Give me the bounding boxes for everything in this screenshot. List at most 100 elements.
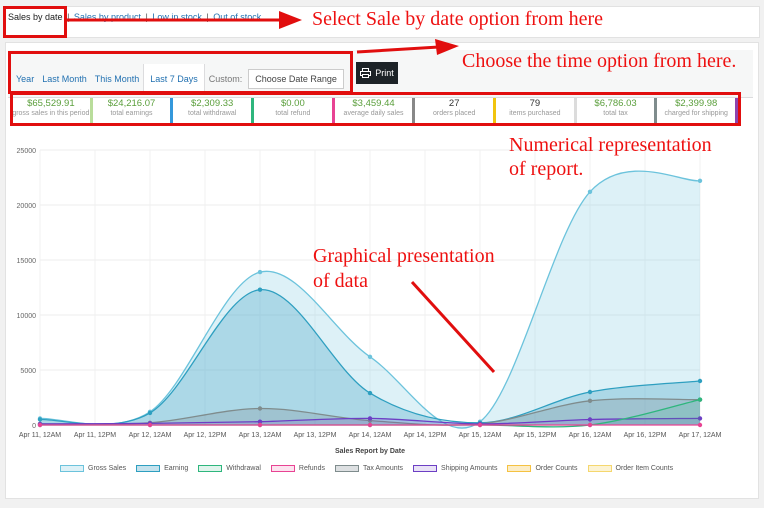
stat-value: $2,309.33 xyxy=(191,98,234,109)
stat-label: gross sales in this period xyxy=(12,110,90,117)
legend-swatch xyxy=(270,465,295,472)
legend-label: Shipping Amounts xyxy=(441,465,498,472)
legend-swatch xyxy=(413,465,438,472)
series-point xyxy=(697,416,703,421)
stat-items: 79 items purchased xyxy=(496,98,577,126)
stat-label: total refund xyxy=(275,110,311,117)
stat-label: average daily sales xyxy=(343,110,404,117)
series-point xyxy=(697,422,703,428)
series-point xyxy=(367,390,373,396)
x-tick-label: Apr 13, 12PM xyxy=(294,432,337,439)
range-tabs: Year Last Month This Month Last 7 Days C… xyxy=(12,64,344,94)
legend-swatch xyxy=(60,465,84,472)
series-point xyxy=(587,417,593,422)
series-area xyxy=(40,399,700,427)
legend-swatch xyxy=(334,465,359,472)
annotation-box-range xyxy=(8,51,353,94)
chart-legend: Gross Sales Earning Withdrawal Refunds Tax A… xyxy=(60,465,673,472)
legend-item[interactable]: Tax Amounts xyxy=(334,465,403,472)
nav-sales-by-product[interactable]: Sales by product xyxy=(73,12,141,22)
y-tick-label: 20000 xyxy=(17,203,37,210)
stat-label: total withdrawal xyxy=(188,110,237,117)
y-tick-label: 15000 xyxy=(17,258,37,265)
x-tick-label: Apr 11, 12PM xyxy=(74,432,116,439)
x-tick-label: Apr 13, 12AM xyxy=(239,432,282,439)
x-axis-title: Sales Report by Date xyxy=(335,448,405,455)
annotation-arrow-nav xyxy=(67,11,302,29)
x-tick-label: Apr 11, 12AM xyxy=(19,432,61,439)
annotation-box-nav xyxy=(3,6,67,38)
x-tick-label: Apr 14, 12AM xyxy=(349,432,392,439)
custom-label: Custom: xyxy=(208,74,243,84)
series-point xyxy=(367,416,373,421)
legend-label: Order Counts xyxy=(535,465,578,472)
stat-average-daily: $3,459.44 average daily sales xyxy=(335,98,416,126)
legend-item[interactable]: Gross Sales xyxy=(60,465,126,472)
series-point xyxy=(587,389,593,395)
tab-last-7-days[interactable]: Last 7 Days xyxy=(143,64,205,94)
series-area xyxy=(40,171,700,429)
legend-label: Order Item Counts xyxy=(615,465,674,472)
series-point xyxy=(697,397,703,402)
tab-this-month[interactable]: This Month xyxy=(94,74,140,84)
report-type-nav: Sales by date | Sales by product | Low i… xyxy=(8,12,261,22)
tab-last-month[interactable]: Last Month xyxy=(42,74,87,84)
x-tick-label: Apr 17, 12AM xyxy=(679,432,722,439)
stat-label: charged for shipping xyxy=(664,110,728,117)
nav-out-of-stock[interactable]: Out of stock xyxy=(213,12,262,22)
stat-value: $2,399.98 xyxy=(675,98,718,109)
x-tick-label: Apr 16, 12AM xyxy=(569,432,612,439)
series-point xyxy=(147,422,153,428)
tab-year[interactable]: Year xyxy=(16,74,35,84)
x-tick-label: Apr 16, 12PM xyxy=(624,432,667,439)
legend-swatch xyxy=(198,465,223,472)
stat-gross-sales: $65,529.91 gross sales in this period xyxy=(12,98,93,126)
series-point xyxy=(147,410,153,416)
stat-shipping: $2,399.98 charged for shipping xyxy=(657,98,739,126)
series-point xyxy=(257,406,263,411)
legend-swatch xyxy=(136,465,161,472)
annotation-numerical-line2: of report. xyxy=(509,158,584,180)
annotation-graphical-line1: Graphical presentation xyxy=(313,245,495,267)
legend-item[interactable]: Refunds xyxy=(270,465,325,472)
series-point xyxy=(367,422,373,428)
y-tick-label: 25000 xyxy=(17,148,37,155)
annotation-numerical-line1: Numerical representation xyxy=(509,134,712,156)
annotation-graphical-line2: of data xyxy=(313,270,368,292)
series-point xyxy=(37,417,43,422)
stat-value: 27 xyxy=(448,98,460,109)
nav-low-in-stock[interactable]: Low in stock xyxy=(152,12,202,22)
print-button[interactable]: Print xyxy=(356,62,398,84)
stat-label: total tax xyxy=(603,110,628,117)
stat-label: items purchased xyxy=(509,110,561,117)
stat-tax: $6,786.03 total tax xyxy=(577,98,658,126)
stat-value: $0.00 xyxy=(280,98,305,109)
legend-item[interactable]: Earning xyxy=(136,465,188,472)
x-tick-label: Apr 15, 12PM xyxy=(514,432,557,439)
series-point xyxy=(587,422,593,428)
nav-separator: | xyxy=(145,12,148,22)
date-range-input[interactable]: Choose Date Range xyxy=(248,69,344,89)
x-tick-label: Apr 14, 12PM xyxy=(404,432,447,439)
stat-earnings: $24,216.07 total earnings xyxy=(93,98,174,126)
legend-item[interactable]: Order Item Counts xyxy=(587,465,674,472)
series-point xyxy=(697,178,703,183)
stat-orders: 27 orders placed xyxy=(415,98,497,126)
annotation-select-sale-by-date: Select Sale by date option from here xyxy=(312,8,604,30)
legend-item[interactable]: Withdrawal xyxy=(198,465,261,472)
legend-swatch xyxy=(507,465,532,472)
stat-refund: $0.00 total refund xyxy=(254,98,335,126)
legend-item[interactable]: Order Counts xyxy=(507,465,578,472)
y-tick-label: 10000 xyxy=(17,313,37,320)
series-point xyxy=(257,419,263,424)
nav-sales-by-date[interactable]: Sales by date xyxy=(8,12,63,22)
series-area xyxy=(40,418,700,425)
stat-withdrawal: $2,309.33 total withdrawal xyxy=(173,98,255,126)
stat-value: $24,216.07 xyxy=(107,98,156,109)
legend-label: Gross Sales xyxy=(88,465,127,472)
legend-item[interactable]: Shipping Amounts xyxy=(413,465,497,472)
stat-value: $6,786.03 xyxy=(594,98,637,109)
series-point xyxy=(257,269,263,275)
legend-swatch xyxy=(587,465,612,472)
series-point xyxy=(367,354,373,359)
